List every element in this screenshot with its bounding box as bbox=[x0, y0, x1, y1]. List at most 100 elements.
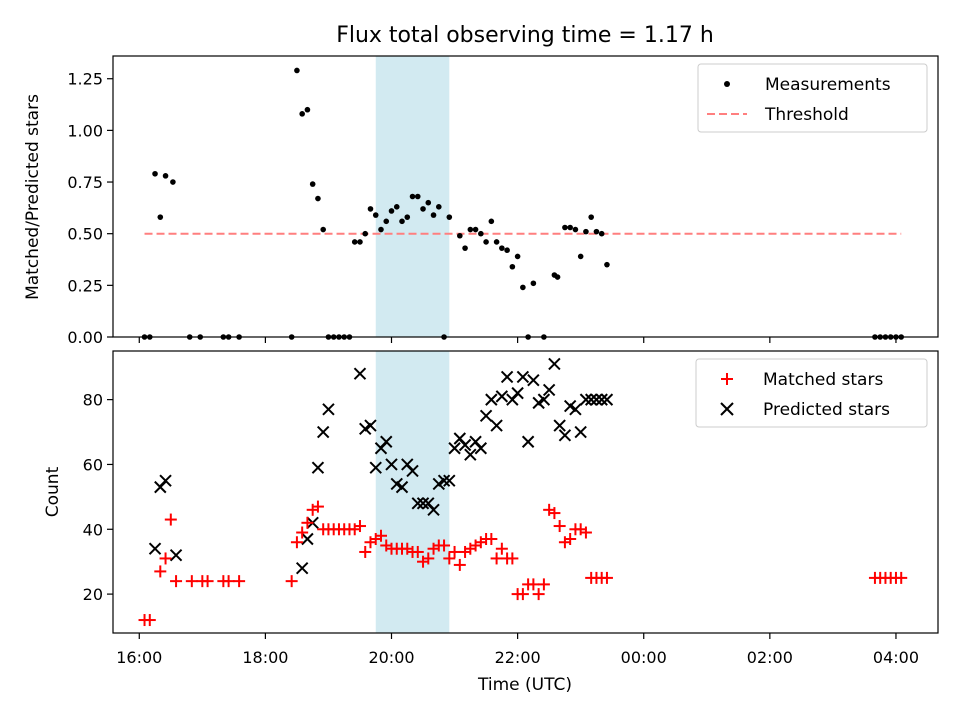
y-tick-label: 20 bbox=[83, 585, 103, 604]
measurement-point bbox=[357, 239, 363, 245]
measurement-point bbox=[577, 253, 584, 260]
y-tick-label: 1.25 bbox=[67, 70, 103, 89]
matched-point bbox=[296, 526, 309, 539]
matched-point bbox=[159, 552, 172, 565]
predicted-point bbox=[558, 429, 572, 442]
matched-point bbox=[527, 578, 540, 591]
matched-point bbox=[233, 575, 246, 588]
predicted-point bbox=[511, 386, 524, 400]
chart-title: Flux total observing time = 1.17 h bbox=[336, 23, 714, 48]
predicted-point bbox=[584, 393, 598, 406]
x-tick-label: 04:00 bbox=[873, 648, 919, 667]
predicted-point bbox=[490, 419, 503, 432]
predicted-point bbox=[416, 497, 430, 510]
x-tick-label: 16:00 bbox=[116, 648, 162, 667]
predicted-point bbox=[437, 474, 451, 487]
count-legend: Matched stars Predicted stars bbox=[695, 358, 928, 428]
matched-point bbox=[164, 513, 177, 526]
matched-point bbox=[359, 545, 372, 558]
matched-point bbox=[222, 575, 235, 588]
measurement-point bbox=[530, 280, 537, 287]
predicted-point bbox=[369, 461, 382, 474]
predicted-point bbox=[406, 464, 419, 478]
predicted-point bbox=[590, 393, 603, 406]
legend-swatch-measurements bbox=[724, 81, 730, 87]
predicted-point bbox=[322, 403, 335, 416]
measurement-point bbox=[509, 263, 516, 270]
matched-point bbox=[311, 500, 324, 513]
count-legend-box bbox=[695, 358, 928, 428]
matched-point bbox=[154, 565, 167, 578]
predicted-point bbox=[485, 393, 498, 406]
predicted-point bbox=[479, 409, 493, 423]
measurement-point bbox=[499, 245, 505, 251]
ratio-panel-frame bbox=[112, 55, 939, 338]
predicted-point bbox=[458, 438, 472, 452]
matched-point bbox=[438, 539, 451, 552]
predicted-point bbox=[548, 357, 561, 371]
measurement-point bbox=[504, 247, 510, 254]
measurement-point bbox=[152, 170, 158, 177]
measurement-point bbox=[320, 226, 326, 233]
legend-label-predicted: Predicted stars bbox=[763, 400, 890, 420]
predicted-point bbox=[395, 480, 409, 494]
measurement-point bbox=[472, 226, 479, 233]
y-tick-label: 80 bbox=[83, 391, 103, 410]
predicted-point bbox=[474, 442, 488, 455]
measurement-point bbox=[583, 228, 589, 235]
predicted-point bbox=[159, 474, 172, 487]
matched-point bbox=[353, 520, 366, 533]
measurement-point bbox=[593, 228, 600, 235]
predicted-point bbox=[574, 425, 587, 439]
measurement-point bbox=[567, 224, 573, 231]
measurement-point bbox=[393, 204, 400, 210]
matched-point bbox=[895, 571, 908, 584]
matched-point bbox=[285, 575, 298, 588]
measurement-point bbox=[588, 214, 594, 220]
measurement-point bbox=[383, 218, 390, 225]
measurement-point bbox=[378, 226, 384, 233]
matched-point bbox=[290, 536, 303, 549]
legend-swatch-matched bbox=[721, 373, 733, 385]
x-tick-label: 00:00 bbox=[621, 648, 667, 667]
measurement-point bbox=[520, 284, 526, 291]
measurement-point bbox=[554, 274, 561, 280]
predicted-point bbox=[569, 403, 582, 416]
predicted-point bbox=[516, 370, 530, 384]
matched-point bbox=[495, 542, 508, 555]
matched-point bbox=[600, 571, 613, 584]
count-panel-frame bbox=[112, 350, 939, 634]
measurement-point bbox=[467, 226, 474, 233]
matched-point bbox=[516, 588, 529, 601]
predicted-point bbox=[521, 435, 535, 448]
matched-point bbox=[506, 552, 519, 565]
matched-point bbox=[185, 575, 198, 588]
predicted-point bbox=[553, 419, 566, 432]
x-tick-label: 20:00 bbox=[368, 648, 414, 667]
matched-point bbox=[532, 588, 545, 601]
x-tick-label: 02:00 bbox=[747, 648, 793, 667]
matched-point bbox=[548, 507, 561, 520]
ratio-y-axis-label: Matched/Predicted stars bbox=[23, 94, 43, 300]
y-tick-label: 1.00 bbox=[67, 121, 103, 140]
count-y-axis-label: Count bbox=[43, 466, 63, 517]
measurement-point bbox=[457, 232, 463, 239]
measurement-point bbox=[414, 193, 421, 200]
predicted-point bbox=[353, 367, 367, 380]
count-shaded-span bbox=[375, 351, 450, 633]
measurement-point bbox=[514, 253, 521, 260]
measurement-point bbox=[430, 212, 437, 218]
measurement-point bbox=[598, 230, 605, 237]
measurement-point bbox=[162, 173, 169, 179]
matched-point bbox=[422, 552, 435, 565]
measurement-point bbox=[404, 214, 411, 220]
matched-point bbox=[170, 575, 183, 588]
legend-label-measurements: Measurements bbox=[765, 75, 891, 95]
matched-point bbox=[301, 516, 314, 529]
predicted-point bbox=[542, 383, 556, 397]
measurement-point bbox=[572, 226, 579, 233]
predicted-point bbox=[443, 474, 456, 487]
predicted-point bbox=[495, 390, 509, 403]
measurement-point bbox=[157, 214, 164, 220]
ratio-panel: 0.00 0.25 0.50 0.75 1.00 1.25 Matched/Predict… bbox=[23, 55, 939, 347]
